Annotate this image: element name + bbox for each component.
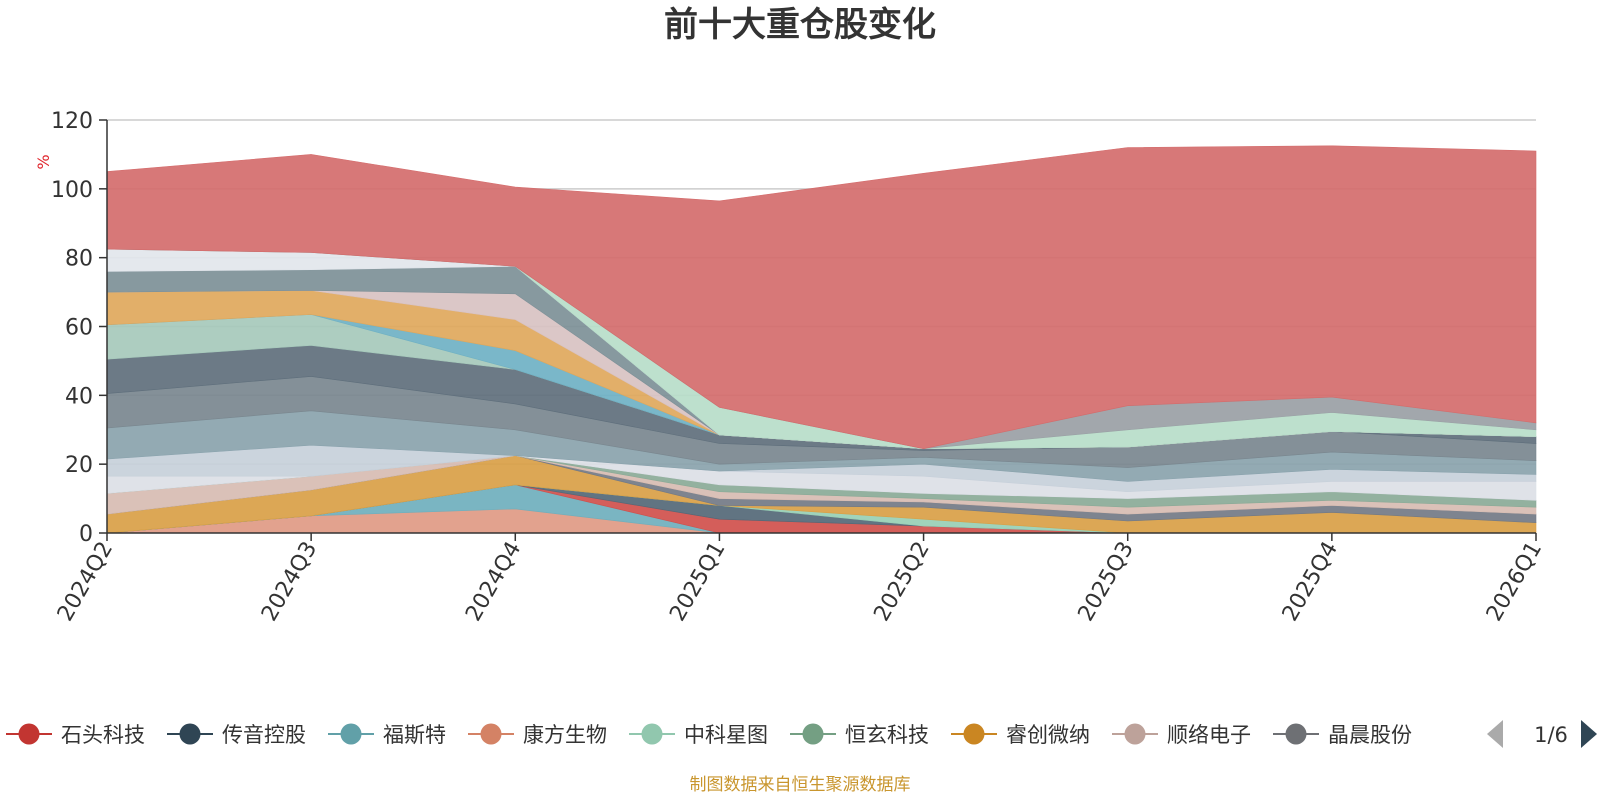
y-tick-label: 40 (65, 384, 93, 409)
legend-page-indicator: 1/6 (1534, 723, 1568, 747)
legend-item[interactable]: 顺络电子 (1112, 723, 1251, 747)
legend-label: 中科星图 (684, 723, 768, 747)
legend-marker (1285, 723, 1307, 745)
y-tick-label: 60 (65, 316, 93, 341)
legend-marker (179, 723, 201, 745)
legend-label: 睿创微纳 (1006, 723, 1090, 747)
y-tick-label: 120 (51, 109, 93, 134)
y-axis-label: % (34, 154, 53, 169)
legend-item[interactable]: 康方生物 (468, 723, 607, 747)
x-tick-label: 2025Q2 (869, 538, 934, 626)
legend-label: 石头科技 (61, 723, 145, 747)
legend-marker (963, 723, 985, 745)
legend-label: 恒玄科技 (845, 723, 929, 747)
y-tick-label: 80 (65, 247, 93, 272)
legend-label: 顺络电子 (1167, 723, 1251, 747)
legend-marker (641, 723, 663, 745)
legend-item[interactable]: 石头科技 (6, 723, 145, 747)
legend-marker (340, 723, 362, 745)
legend-next-icon[interactable] (1581, 720, 1597, 748)
y-tick-label: 100 (51, 178, 93, 203)
x-tick-label: 2025Q1 (665, 538, 730, 626)
legend-item[interactable]: 睿创微纳 (951, 723, 1090, 747)
x-tick-label: 2024Q4 (461, 538, 526, 626)
legend-prev-icon[interactable] (1487, 720, 1503, 748)
legend-marker (1124, 723, 1146, 745)
data-source-note: 制图数据来自恒生聚源数据库 (690, 775, 911, 795)
legend-label: 晶晨股份 (1328, 723, 1412, 747)
legend-marker (18, 723, 40, 745)
legend-label: 福斯特 (383, 723, 446, 747)
legend-item[interactable]: 晶晨股份 (1273, 723, 1412, 747)
x-tick-label: 2025Q3 (1074, 538, 1139, 626)
area-series (106, 145, 1537, 534)
legend-marker (480, 723, 502, 745)
x-tick-label: 2025Q4 (1278, 538, 1343, 626)
y-tick-label: 20 (65, 453, 93, 478)
x-tick-label: 2024Q2 (53, 538, 118, 626)
legend-item[interactable]: 恒玄科技 (790, 723, 929, 747)
x-tick-label: 2024Q3 (257, 538, 322, 626)
y-tick-label: 0 (79, 522, 93, 547)
chart-title: 前十大重仓股变化 (664, 5, 936, 45)
legend-label: 传音控股 (222, 723, 306, 747)
legend-label: 康方生物 (523, 723, 607, 747)
legend-item[interactable]: 中科星图 (629, 723, 768, 747)
legend-marker (802, 723, 824, 745)
legend-item[interactable]: 传音控股 (167, 723, 306, 747)
area-现金及其他 (106, 145, 1537, 450)
x-tick-label: 2026Q1 (1482, 538, 1547, 626)
legend-item[interactable]: 福斯特 (328, 723, 446, 747)
legend: 石头科技 传音控股 福斯特 康方生物 中科星图 恒玄科技 睿创微纳 顺络电子 晶晨股份 1/6 (6, 705, 1600, 765)
